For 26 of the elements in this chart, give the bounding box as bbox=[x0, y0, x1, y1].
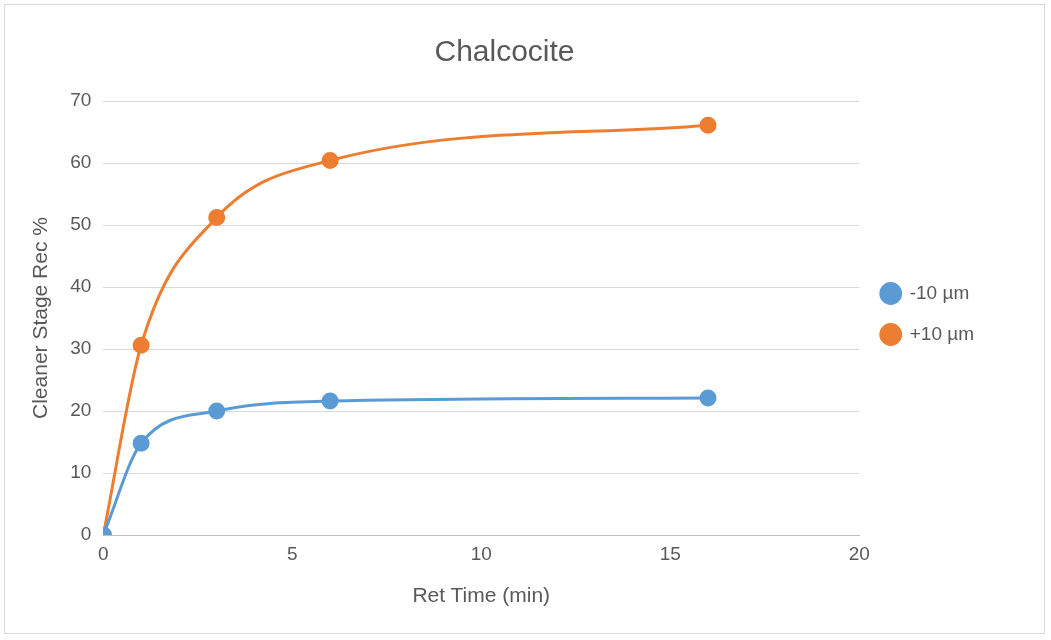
y-tick-label: 60 bbox=[70, 151, 92, 173]
y-tick-label: 70 bbox=[70, 89, 92, 111]
x-tick-label: 0 bbox=[98, 542, 109, 564]
y-tick-label: 20 bbox=[70, 399, 92, 421]
point bbox=[321, 152, 339, 170]
x-tick-label: 20 bbox=[848, 542, 870, 564]
y-tick-label: 40 bbox=[70, 275, 92, 297]
point bbox=[132, 336, 150, 354]
y-tick-label: 10 bbox=[70, 461, 92, 483]
point bbox=[699, 116, 717, 134]
point bbox=[208, 209, 226, 227]
x-tick-label: 5 bbox=[287, 542, 298, 564]
legend-label: +10 µm bbox=[909, 322, 975, 344]
x-tick-label: 10 bbox=[470, 542, 492, 564]
y-tick-label: 50 bbox=[70, 213, 92, 235]
point bbox=[321, 392, 339, 410]
x-tick-label: 15 bbox=[659, 542, 681, 564]
y-tick-label: 0 bbox=[80, 523, 92, 545]
x-axis-title: Ret Time (min) bbox=[412, 583, 551, 607]
y-axis-title: Cleaner Stage Rec % bbox=[28, 217, 52, 419]
point bbox=[132, 434, 150, 452]
point bbox=[699, 389, 717, 407]
point bbox=[208, 402, 226, 420]
legend-label: -10 µm bbox=[909, 281, 970, 303]
y-tick-label: 30 bbox=[70, 337, 92, 359]
chart-title: Chalcocite bbox=[434, 34, 575, 68]
